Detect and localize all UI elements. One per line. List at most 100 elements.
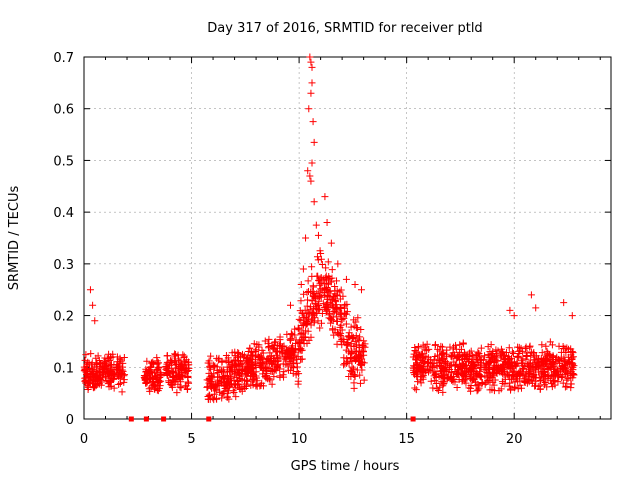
data-point [307, 89, 315, 97]
data-point [434, 386, 442, 394]
data-point [206, 392, 214, 400]
data-point [252, 382, 260, 390]
data-point [85, 359, 93, 367]
data-point [516, 381, 524, 389]
data-point [216, 366, 224, 374]
data-point [352, 318, 360, 326]
data-point [304, 296, 312, 304]
data-point [459, 359, 467, 367]
data-point [247, 352, 255, 360]
data-point [205, 357, 213, 365]
data-point [423, 347, 431, 355]
data-point [308, 159, 316, 167]
data-point [177, 361, 185, 369]
data-point [89, 367, 97, 375]
data-point [146, 375, 154, 383]
data-point [224, 389, 232, 397]
data-point [215, 354, 223, 362]
data-point [474, 348, 482, 356]
zero-marker [410, 416, 416, 422]
data-point [303, 288, 311, 296]
data-point [103, 362, 111, 370]
data-point [346, 367, 354, 375]
data-point [501, 375, 509, 383]
data-point [352, 332, 360, 340]
data-point [541, 378, 549, 386]
data-point [314, 231, 322, 239]
data-point [279, 360, 287, 368]
data-point [148, 359, 156, 367]
data-point [306, 172, 314, 180]
data-point [204, 383, 212, 391]
data-point [336, 288, 344, 296]
data-point [231, 348, 239, 356]
data-point [538, 349, 546, 357]
data-point [350, 384, 358, 392]
data-point [238, 372, 246, 380]
data-point [340, 335, 348, 343]
data-point [503, 362, 511, 370]
data-point [302, 327, 310, 335]
data-point [325, 311, 333, 319]
data-point [340, 354, 348, 362]
data-point [95, 368, 103, 376]
data-point [417, 366, 425, 374]
data-point [474, 380, 482, 388]
data-point [451, 362, 459, 370]
data-point [341, 302, 349, 310]
data-point [447, 374, 455, 382]
data-point [115, 380, 123, 388]
data-point [448, 369, 456, 377]
data-point [265, 375, 273, 383]
data-point [308, 263, 316, 271]
data-point [417, 379, 425, 387]
data-point [525, 373, 533, 381]
data-point [357, 286, 365, 294]
data-point [244, 348, 252, 356]
data-point [308, 297, 316, 305]
data-point [263, 355, 271, 363]
data-point [343, 308, 351, 316]
data-point [212, 395, 220, 403]
data-point [316, 324, 324, 332]
data-point [276, 353, 284, 361]
data-point [474, 371, 482, 379]
data-point [312, 221, 320, 229]
data-point [442, 358, 450, 366]
data-point [149, 381, 157, 389]
data-point [337, 321, 345, 329]
data-point [563, 382, 571, 390]
data-point [429, 384, 437, 392]
data-point [342, 275, 350, 283]
data-point [143, 357, 151, 365]
zero-marker [206, 416, 212, 422]
data-point [169, 368, 177, 376]
data-point [324, 258, 332, 266]
data-point [348, 358, 356, 366]
data-point [440, 365, 448, 373]
data-point [312, 299, 320, 307]
data-point [287, 350, 295, 358]
data-point [550, 370, 558, 378]
data-point [337, 329, 345, 337]
data-point [347, 342, 355, 350]
data-point [141, 376, 149, 384]
data-point [560, 364, 568, 372]
data-point [489, 370, 497, 378]
data-point [297, 317, 305, 325]
data-point [510, 384, 518, 392]
data-point [155, 384, 163, 392]
y-tick-label: 0 [66, 413, 74, 428]
data-point [356, 379, 364, 387]
data-point [440, 371, 448, 379]
data-point [261, 337, 269, 345]
data-point [84, 370, 92, 378]
data-point [309, 282, 317, 290]
data-point [465, 355, 473, 363]
data-point [177, 378, 185, 386]
data-point [327, 239, 335, 247]
zero-marker [143, 416, 149, 422]
data-point [237, 361, 245, 369]
data-point [329, 296, 337, 304]
